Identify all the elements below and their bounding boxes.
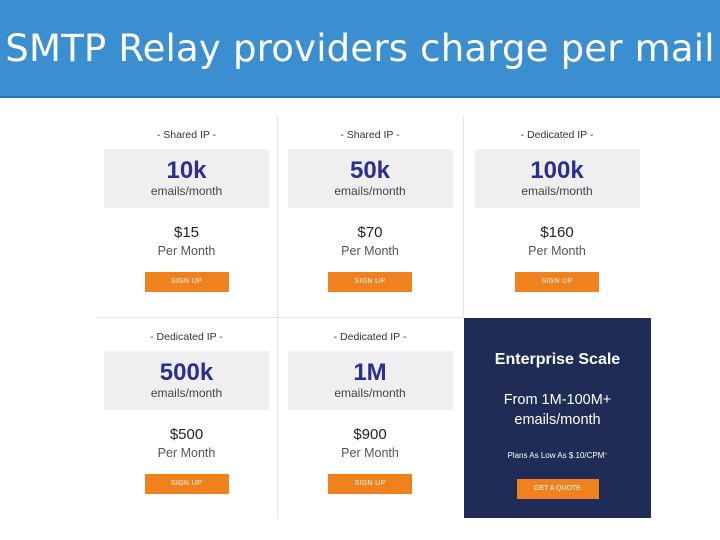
- plan-unit: emails/month: [150, 386, 223, 400]
- plan-volume-box: 50k emails/month: [287, 149, 453, 208]
- enterprise-plans-note: Plans As Low As $.10/CPM*: [464, 450, 651, 462]
- enterprise-range-line: From 1M-100M+: [503, 392, 612, 408]
- page-title: SMTP Relay providers charge per mail: [5, 26, 715, 70]
- title-banner: SMTP Relay providers charge per mail: [0, 0, 720, 98]
- plan-card-1m: - Dedicated IP - 1M emails/month $900 Pe…: [283, 318, 457, 518]
- plan-volume-box: 10k emails/month: [104, 149, 269, 208]
- plan-period: Per Month: [528, 244, 586, 258]
- row-divider: [96, 317, 463, 318]
- plan-period: Per Month: [341, 244, 399, 258]
- plan-period: Per Month: [157, 244, 216, 258]
- plan-price: $900: [353, 426, 387, 443]
- plan-tier: - Shared IP -: [340, 129, 400, 141]
- plan-unit: emails/month: [150, 184, 223, 198]
- enterprise-plans-text: Plans As Low As $.10/CPM: [507, 451, 605, 460]
- plan-unit: emails/month: [334, 386, 406, 400]
- plan-tier: - Dedicated IP -: [520, 129, 594, 141]
- plan-volume: 500k: [159, 359, 214, 386]
- column-divider: [463, 116, 464, 318]
- plan-volume-box: 1M emails/month: [287, 351, 453, 410]
- plan-volume-box: 100k emails/month: [474, 149, 640, 208]
- plan-period: Per Month: [157, 446, 216, 460]
- plan-volume-box: 500k emails/month: [104, 351, 269, 410]
- get-a-quote-button[interactable]: GET A QUOTE: [516, 479, 599, 499]
- plan-price: $15: [173, 224, 200, 241]
- plan-price: $70: [357, 224, 383, 241]
- plan-volume: 10k: [166, 157, 207, 184]
- plan-price: $500: [169, 426, 204, 443]
- plan-tier: - Dedicated IP -: [150, 331, 223, 343]
- plan-unit: emails/month: [334, 184, 406, 198]
- plan-volume: 100k: [530, 157, 584, 184]
- sign-up-button[interactable]: SIGN UP: [144, 474, 229, 494]
- plan-tier: - Shared IP -: [156, 129, 217, 141]
- plan-tier: - Dedicated IP -: [333, 331, 407, 343]
- plan-card-100k: - Dedicated IP - 100k emails/month $160 …: [470, 116, 644, 317]
- plan-unit: emails/month: [521, 184, 593, 198]
- plan-card-50k: - Shared IP - 50k emails/month $70 Per M…: [283, 116, 457, 317]
- plan-volume: 50k: [349, 157, 391, 184]
- plan-card-10k: - Shared IP - 10k emails/month $15 Per M…: [96, 116, 277, 317]
- enterprise-title: Enterprise Scale: [494, 351, 621, 368]
- enterprise-range-line: emails/month: [514, 412, 601, 428]
- sign-up-button[interactable]: SIGN UP: [515, 272, 599, 292]
- plan-volume: 1M: [353, 359, 387, 386]
- sign-up-button[interactable]: SIGN UP: [328, 474, 412, 494]
- sign-up-button[interactable]: SIGN UP: [328, 272, 412, 292]
- enterprise-range: From 1M-100M+ emails/month: [464, 390, 651, 430]
- asterisk: *: [604, 451, 608, 460]
- enterprise-card: Enterprise Scale From 1M-100M+ emails/mo…: [464, 318, 651, 518]
- plan-card-500k: - Dedicated IP - 500k emails/month $500 …: [96, 318, 277, 518]
- pricing-grid: - Shared IP - 10k emails/month $15 Per M…: [96, 116, 656, 520]
- sign-up-button[interactable]: SIGN UP: [144, 272, 229, 292]
- plan-price: $160: [540, 224, 574, 241]
- plan-period: Per Month: [341, 446, 399, 460]
